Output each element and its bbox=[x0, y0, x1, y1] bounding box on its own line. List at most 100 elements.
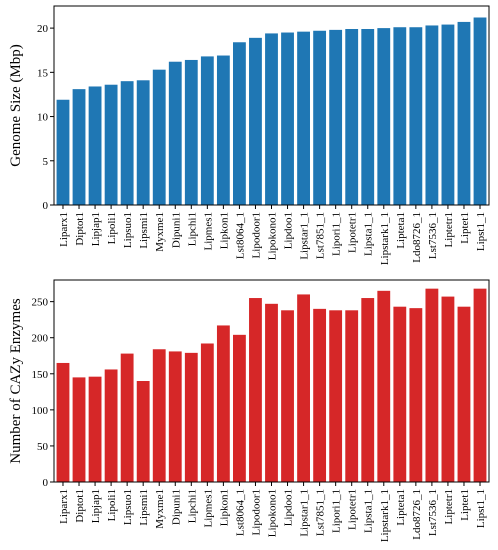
cazy-bar-lipsta1-1 bbox=[361, 298, 375, 482]
cazy-xtick-label: Ldo8726_1 bbox=[411, 489, 423, 540]
cazy-xtick-label: Lipori1_1 bbox=[331, 489, 343, 533]
cazy-xtick-label: Liptetr1 bbox=[443, 489, 455, 524]
cazy-enzymes-panel: 0 50 100 150 200 250 Liparx1 Diptot1 Lipjap1 Lipo… bbox=[8, 279, 490, 542]
cazy-ytick-label: 100 bbox=[32, 405, 49, 417]
cazy-bar-lipstark1-1 bbox=[377, 290, 391, 482]
cazy-bar-lipjap1 bbox=[88, 376, 102, 482]
genome-size-bar-liptetr1 bbox=[441, 24, 455, 205]
genome-size-xtick-label: Lipchi1 bbox=[186, 212, 198, 246]
genome-size-xtick-label: Lipokono1 bbox=[267, 212, 279, 260]
cazy-bar-dipuni1 bbox=[168, 351, 182, 482]
genome-size-ytick-label: 15 bbox=[37, 67, 49, 79]
genome-size-xtick-label: Lipsuo1 bbox=[122, 212, 134, 248]
cazy-bar-lst8064-1 bbox=[233, 334, 246, 482]
cazy-bar-liptet1 bbox=[457, 306, 471, 482]
cazy-bar-lst7536-1 bbox=[425, 288, 439, 482]
genome-size-bar-lipjap1 bbox=[88, 86, 102, 205]
genome-size-bar-lipsuo1 bbox=[120, 81, 134, 205]
genome-size-bar-lipstark1-1 bbox=[377, 28, 391, 205]
genome-size-bar-lipotetr1 bbox=[345, 29, 359, 205]
genome-size-xtick-label: Lipteta1 bbox=[395, 212, 407, 249]
cazy-bar-liparx1 bbox=[56, 362, 70, 482]
genome-size-bar-lipodoor1 bbox=[249, 37, 262, 206]
cazy-ytick-label: 0 bbox=[43, 477, 49, 489]
genome-size-xtick-label: Myxme1 bbox=[154, 212, 166, 252]
genome-size-xtick-label: Dipuni1 bbox=[170, 212, 182, 248]
genome-size-ytick-label: 5 bbox=[43, 156, 49, 168]
genome-size-bar-lipsmi1 bbox=[136, 80, 150, 205]
cazy-xtick-label: Lipteta1 bbox=[395, 489, 407, 526]
genome-size-ytick-label: 10 bbox=[37, 112, 49, 124]
cazy-bar-lipmes1 bbox=[200, 343, 214, 482]
cazy-xtick-label: Lipokono1 bbox=[267, 489, 279, 537]
cazy-bar-liptetr1 bbox=[441, 296, 455, 482]
cazy-xtick-label: Dipuni1 bbox=[170, 489, 182, 525]
genome-size-bar-liptet1 bbox=[457, 21, 471, 206]
genome-size-panel: 0 5 10 15 20 Liparx1 Diptot1 Lipjap1 Lipoli1 Lips… bbox=[8, 5, 490, 265]
cazy-xtick-label: Myxme1 bbox=[154, 489, 166, 529]
cazy-xtick-label: Liparx1 bbox=[58, 489, 70, 524]
cazy-xtick-label: Lipst1_1 bbox=[475, 489, 487, 528]
genome-size-xtick-label: Lipsta1_1 bbox=[363, 212, 375, 256]
genome-size-xtick-label: Lipoli1 bbox=[106, 212, 118, 244]
genome-size-ytick-label: 20 bbox=[37, 23, 49, 35]
genome-size-bar-lipokono1 bbox=[265, 33, 278, 205]
genome-size-xtick-label: Lipmes1 bbox=[202, 212, 214, 251]
cazy-ytick-label: 50 bbox=[37, 441, 49, 453]
cazy-xtick-label: Lipodoor1 bbox=[250, 489, 262, 535]
genome-size-xtick-label: Lipdoo1 bbox=[283, 212, 295, 249]
genome-size-xtick-label: Lipori1_1 bbox=[331, 212, 343, 256]
genome-size-bar-lipsta1-1 bbox=[361, 29, 375, 205]
genome-size-bar-liparx1 bbox=[56, 99, 70, 205]
cazy-xtick-label: Lipotetr1 bbox=[347, 489, 359, 530]
genome-size-bar-dipuni1 bbox=[168, 61, 182, 205]
genome-size-bar-diptot1 bbox=[72, 89, 86, 205]
genome-size-bar-lipst1-1 bbox=[473, 17, 487, 205]
genome-size-bar-myxme1 bbox=[152, 69, 166, 206]
cazy-bar-lipsmi1 bbox=[136, 381, 150, 482]
cazy-xtick-label: Lipoli1 bbox=[106, 489, 118, 521]
genome-size-bar-lst8064-1 bbox=[233, 42, 246, 206]
genome-size-bar-lipoli1 bbox=[104, 84, 118, 205]
cazy-xtick-label: Diptot1 bbox=[74, 489, 86, 523]
cazy-xtick-label: Lipstark1_1 bbox=[379, 489, 391, 542]
cazy-xtick-label: Lst8064_1 bbox=[234, 489, 246, 536]
genome-size-xtick-label: Lipotetr1 bbox=[347, 212, 359, 253]
cazy-bar-lipdoo1 bbox=[281, 310, 294, 482]
cazy-xtick-label: Lst7536_1 bbox=[427, 489, 439, 536]
genome-size-bar-lipstar1-1 bbox=[297, 31, 310, 206]
cazy-ytick-label: 250 bbox=[32, 297, 49, 309]
cazy-bar-diptot1 bbox=[72, 377, 86, 482]
genome-size-bar-lipori1-1 bbox=[329, 29, 343, 205]
cazy-bar-lipsuo1 bbox=[120, 353, 134, 482]
cazy-xtick-label: Lipdoo1 bbox=[283, 489, 295, 526]
cazy-bar-lipstar1-1 bbox=[297, 294, 310, 482]
cazy-xtick-label: Lipsta1_1 bbox=[363, 489, 375, 533]
cazy-bar-lipori1-1 bbox=[329, 310, 343, 482]
genome-size-xtick-label: Lipst1_1 bbox=[475, 212, 487, 251]
genome-size-xtick-label: Lipodoor1 bbox=[250, 212, 262, 258]
cazy-ytick-label: 150 bbox=[32, 369, 49, 381]
genome-size-xtick-label: Ldo8726_1 bbox=[411, 212, 423, 263]
genome-size-bar-lipchi1 bbox=[184, 59, 198, 206]
genome-size-xtick-label: Lipstark1_1 bbox=[379, 212, 391, 265]
genome-size-xtick-label: Liptet1 bbox=[459, 212, 471, 244]
cazy-xtick-label: Lst7851_1 bbox=[315, 489, 327, 536]
cazy-xtick-label: Lipmes1 bbox=[202, 489, 214, 528]
genome-size-y-axis-title: Genome Size (Mbp) bbox=[8, 44, 24, 166]
cazy-bar-myxme1 bbox=[152, 349, 166, 482]
genome-size-xtick-label: Lipsmi1 bbox=[138, 212, 150, 249]
genome-size-xtick-label: Lipjap1 bbox=[90, 212, 102, 246]
cazy-bar-ldo8726-1 bbox=[409, 308, 423, 482]
genome-size-xtick-label: Liparx1 bbox=[58, 212, 70, 247]
cazy-xtick-label: Lipjap1 bbox=[90, 489, 102, 523]
genome-size-xtick-label: Liptetr1 bbox=[443, 212, 455, 247]
genome-size-xtick-label: Diptot1 bbox=[74, 212, 86, 246]
genome-size-bar-lipdoo1 bbox=[281, 32, 294, 205]
genome-size-xtick-label: Lst8064_1 bbox=[234, 212, 246, 259]
cazy-ytick-label: 200 bbox=[32, 333, 49, 345]
genome-size-bar-lst7851-1 bbox=[313, 30, 327, 206]
cazy-xtick-label: Lipstar1_1 bbox=[299, 489, 311, 537]
cazy-bar-lipoli1 bbox=[104, 369, 118, 482]
